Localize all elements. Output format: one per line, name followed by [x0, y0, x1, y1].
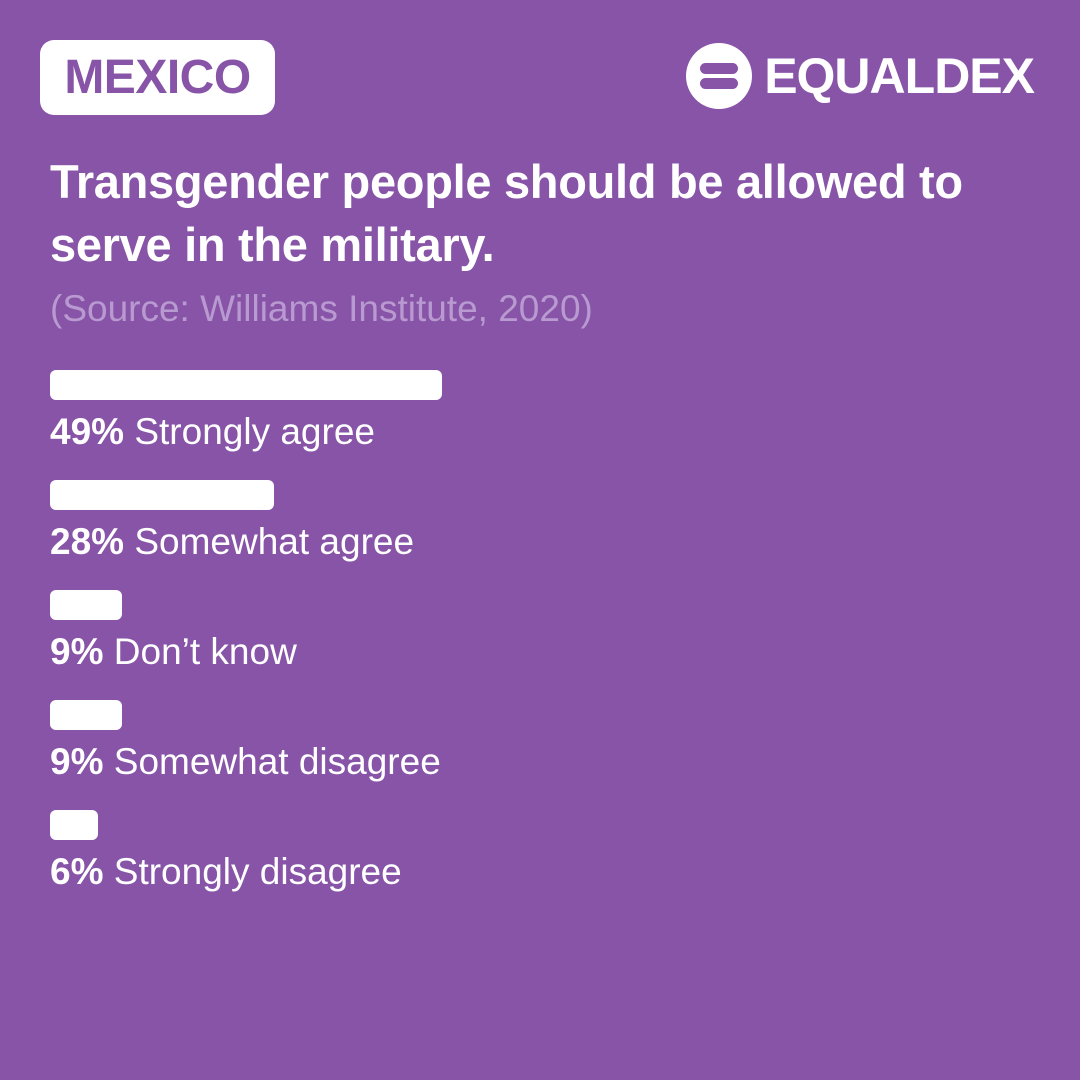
- chart-source: (Source: Williams Institute, 2020): [50, 288, 593, 329]
- bar-value-label: 28%: [50, 521, 125, 562]
- bar-category-label: Somewhat agree: [134, 521, 415, 562]
- bar-value-label: 49%: [50, 411, 125, 452]
- brand-logo: EQUALDEX: [686, 42, 1035, 110]
- bar-item: 49% Strongly agree: [50, 370, 1030, 480]
- bar-item: 9% Don’t know: [50, 590, 1030, 700]
- bar-item: 6% Strongly disagree: [50, 810, 1030, 920]
- bar-category-label: Strongly disagree: [113, 851, 402, 892]
- equaldex-logo-icon: [686, 43, 753, 109]
- bar-item: 28% Somewhat agree: [50, 480, 1030, 590]
- bar-category-label: Somewhat disagree: [113, 741, 441, 782]
- bar: [50, 370, 442, 400]
- bar-value-label: 6%: [50, 851, 104, 892]
- bar: [50, 480, 274, 510]
- bar-category-label: Strongly agree: [134, 411, 375, 452]
- bar-category-label: Don’t know: [113, 631, 297, 672]
- bar-label: 49% Strongly agree: [50, 410, 1030, 454]
- country-badge: MEXICO: [40, 40, 275, 115]
- bar-label: 6% Strongly disagree: [50, 850, 1030, 894]
- bar-chart: 49% Strongly agree 28% Somewhat agree 9% D…: [50, 370, 1030, 920]
- bar-label: 28% Somewhat agree: [50, 520, 1030, 564]
- bar-label: 9% Somewhat disagree: [50, 740, 1030, 784]
- brand-name: EQUALDEX: [764, 48, 1035, 104]
- bar-item: 9% Somewhat disagree: [50, 700, 1030, 810]
- bar: [50, 810, 98, 840]
- chart-title: Transgender people should be allowed to …: [50, 155, 963, 271]
- bar: [50, 700, 122, 730]
- bar-value-label: 9%: [50, 631, 104, 672]
- bar-value-label: 9%: [50, 741, 104, 782]
- bar-label: 9% Don’t know: [50, 630, 1030, 674]
- bar: [50, 590, 122, 620]
